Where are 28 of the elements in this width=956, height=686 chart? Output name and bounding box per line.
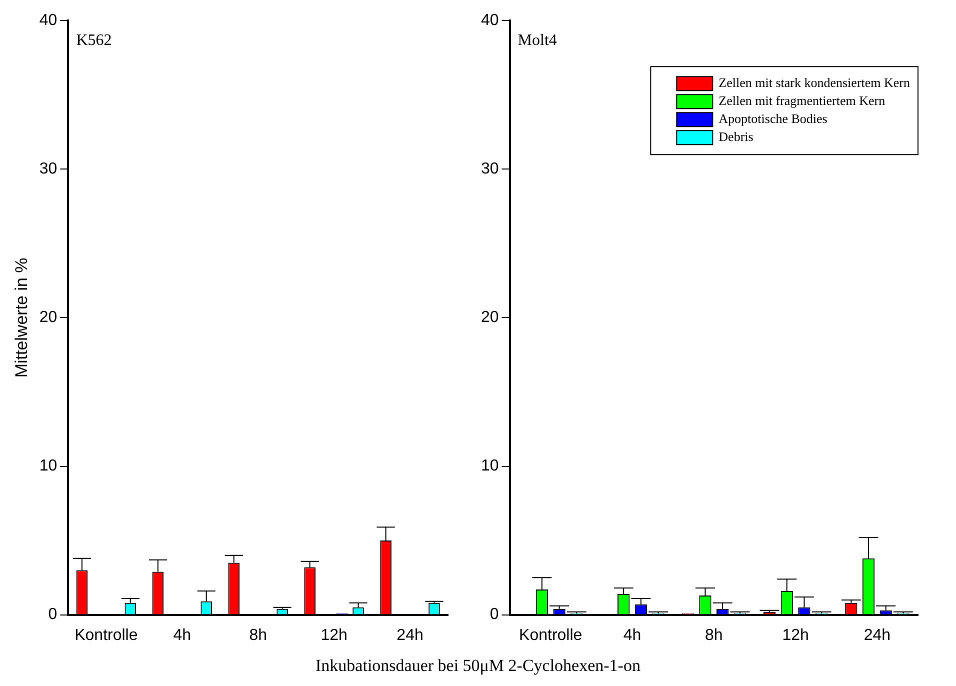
x-tick-label: 12h [320,626,348,644]
y-tick-label: 10 [481,458,499,475]
y-axis-title: Mittelwerte in % [12,258,31,378]
x-tick-label: 8h [705,626,723,644]
x-tick-label: 4h [173,626,192,644]
y-tick-label: 20 [481,309,499,326]
x-tick-label: 12h [782,626,809,644]
x-tick-label: Kontrolle [74,626,138,644]
text: K562 [76,32,112,49]
legend-label: Apoptotische Bodies [718,111,828,126]
y-tick-label: 40 [39,12,58,30]
y-tick-label: 40 [481,12,499,30]
text: Molt4 [518,32,557,49]
legend-label: Zellen mit stark kondensiertem Kern [718,75,910,90]
x-tick-label: 4h [623,626,642,644]
legend-label: Debris [718,129,754,144]
legend-label: Zellen mit fragmentiertem Kern [718,93,886,108]
x-tick-label: 24h [396,626,424,644]
y-tick-label: 10 [39,458,58,475]
x-tick-label: 24h [864,626,891,644]
y-tick-label: 30 [39,160,58,178]
y-tick-label: 0 [490,606,499,624]
x-tick-label: 8h [249,626,267,644]
x-axis-title: Inkubationsdauer bei 50μM 2-Cyclohexen-1-on [314,656,642,676]
y-tick-label: 20 [39,309,58,326]
y-tick-label: 30 [481,160,499,178]
y-tick-label: 0 [48,606,58,624]
x-tick-label: Kontrolle [519,626,582,644]
